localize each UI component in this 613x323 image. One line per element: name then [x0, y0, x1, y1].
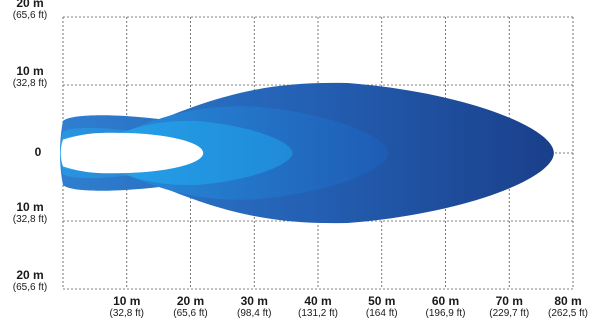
- x-tick-label-7-meters: 80 m: [554, 294, 582, 308]
- y-tick-label-1: 10 m (32,8 ft): [0, 64, 60, 90]
- x-tick-label-5: 60 m (196,9 ft): [411, 294, 481, 320]
- x-tick-label-3: 40 m (131,2 ft): [283, 294, 353, 320]
- y-tick-label-1-feet: (32,8 ft): [12, 78, 48, 90]
- y-tick-label-2: 0: [18, 145, 58, 159]
- x-tick-label-5-feet: (196,9 ft): [425, 308, 466, 320]
- x-tick-label-2-feet: (98,4 ft): [237, 308, 272, 320]
- x-tick-label-1-meters: 20 m: [176, 294, 205, 308]
- y-tick-label-0-feet: (65,6 ft): [12, 10, 48, 22]
- x-tick-label-4-feet: (164 ft): [365, 308, 398, 320]
- x-tick-label-3-feet: (131,2 ft): [297, 308, 339, 320]
- y-tick-label-4-meters: 20 m: [16, 268, 44, 282]
- x-tick-label-2: 30 m (98,4 ft): [219, 294, 289, 320]
- y-tick-label-4-feet: (65,6 ft): [12, 282, 48, 294]
- x-tick-label-4-meters: 50 m: [368, 294, 396, 308]
- x-tick-label-5-meters: 60 m: [431, 294, 460, 308]
- x-tick-label-0-feet: (32,8 ft): [109, 308, 144, 320]
- x-tick-label-0: 10 m (32,8 ft): [92, 294, 162, 320]
- beam-zone-4: [60, 132, 204, 174]
- x-tick-label-6-meters: 70 m: [495, 294, 523, 308]
- x-tick-label-2-meters: 30 m: [240, 294, 268, 308]
- x-tick-label-7-feet: (262,5 ft): [547, 308, 589, 320]
- y-tick-label-1-meters: 10 m: [16, 64, 44, 78]
- x-tick-label-1-feet: (65,6 ft): [173, 308, 208, 320]
- beam-zones: [60, 82, 554, 224]
- x-tick-label-1: 20 m (65,6 ft): [156, 294, 226, 320]
- y-tick-label-3-feet: (32,8 ft): [12, 214, 48, 226]
- x-tick-label-7: 80 m (262,5 ft): [533, 294, 603, 320]
- x-tick-label-6: 70 m (229,7 ft): [474, 294, 544, 320]
- y-tick-label-4: 20 m (65,6 ft): [0, 268, 60, 294]
- y-tick-label-3: 10 m (32,8 ft): [0, 200, 60, 226]
- y-tick-label-0-meters: 20 m: [16, 0, 44, 10]
- x-tick-label-3-meters: 40 m: [304, 294, 332, 308]
- x-tick-label-0-meters: 10 m: [113, 294, 141, 308]
- x-tick-label-6-feet: (229,7 ft): [489, 308, 530, 320]
- y-tick-label-3-meters: 10 m: [16, 200, 44, 214]
- y-tick-label-2-meters: 0: [34, 145, 42, 159]
- y-tick-label-0: 20 m (65,6 ft): [0, 0, 60, 21]
- x-tick-label-4: 50 m (164 ft): [347, 294, 417, 320]
